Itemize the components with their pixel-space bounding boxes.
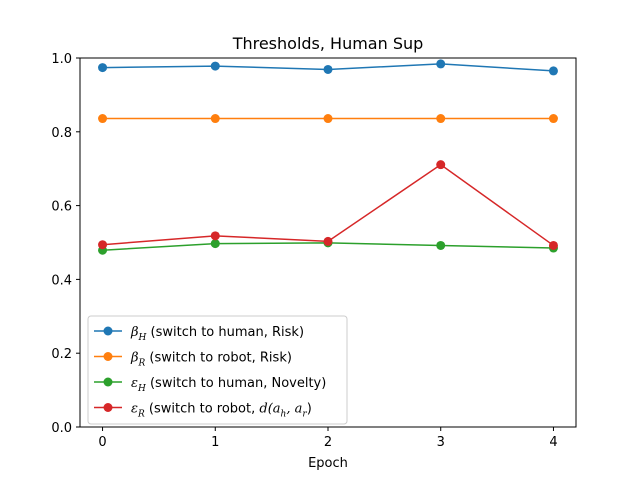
x-axis: 0 1 2 3 4 bbox=[98, 427, 558, 450]
y-tick-label: 0.0 bbox=[51, 421, 72, 436]
x-axis-label: Epoch bbox=[308, 456, 348, 471]
legend-entry-3: εR (switch to robot, d(ah, ar) bbox=[131, 402, 312, 420]
series-1-point bbox=[323, 114, 333, 124]
legend-entry-2: εH (switch to human, Novelty) bbox=[131, 376, 326, 394]
x-tick-label: 2 bbox=[324, 435, 332, 450]
y-axis: 0.0 0.2 0.4 0.6 0.8 1.0 bbox=[51, 52, 80, 436]
legend: βH (switch to human, Risk) βR (switch to … bbox=[87, 315, 348, 425]
y-tick-label: 1.0 bbox=[51, 52, 72, 67]
legend-swatch-marker bbox=[103, 326, 113, 336]
series-0-point bbox=[98, 63, 108, 73]
x-tick-label: 3 bbox=[437, 435, 445, 450]
series-3-point bbox=[210, 231, 220, 241]
legend-box bbox=[87, 315, 348, 425]
legend-entry-0: βH (switch to human, Risk) bbox=[130, 325, 304, 343]
y-tick-label: 0.4 bbox=[51, 273, 72, 288]
y-tick-label: 0.8 bbox=[51, 126, 72, 141]
series-3-point bbox=[323, 236, 333, 246]
series-1-point bbox=[98, 114, 108, 124]
series-2-point bbox=[436, 240, 446, 250]
x-tick-label: 1 bbox=[211, 435, 219, 450]
legend-swatch-marker bbox=[103, 377, 113, 387]
series-3-point bbox=[98, 240, 108, 250]
legend-entry-1: βR (switch to robot, Risk) bbox=[130, 351, 292, 369]
series-0-point bbox=[210, 61, 220, 71]
y-tick-label: 0.2 bbox=[51, 347, 72, 362]
series-3-point bbox=[436, 160, 446, 170]
series-0-point bbox=[548, 66, 558, 76]
x-tick-label: 4 bbox=[549, 435, 557, 450]
series-line-3 bbox=[102, 163, 554, 247]
series-3-point bbox=[548, 240, 558, 250]
series-1-point bbox=[436, 114, 446, 124]
series-0-point bbox=[436, 59, 446, 69]
series-2-point bbox=[210, 239, 220, 249]
series-0-point bbox=[323, 64, 333, 74]
x-tick-label: 0 bbox=[98, 435, 106, 450]
legend-swatch-marker bbox=[103, 352, 113, 361]
y-tick-label: 0.6 bbox=[51, 200, 72, 215]
series-1-point bbox=[210, 114, 220, 124]
series-1-point bbox=[548, 114, 558, 124]
legend-swatch-marker bbox=[103, 403, 113, 412]
chart-title: Thresholds, Human Sup bbox=[232, 34, 424, 53]
